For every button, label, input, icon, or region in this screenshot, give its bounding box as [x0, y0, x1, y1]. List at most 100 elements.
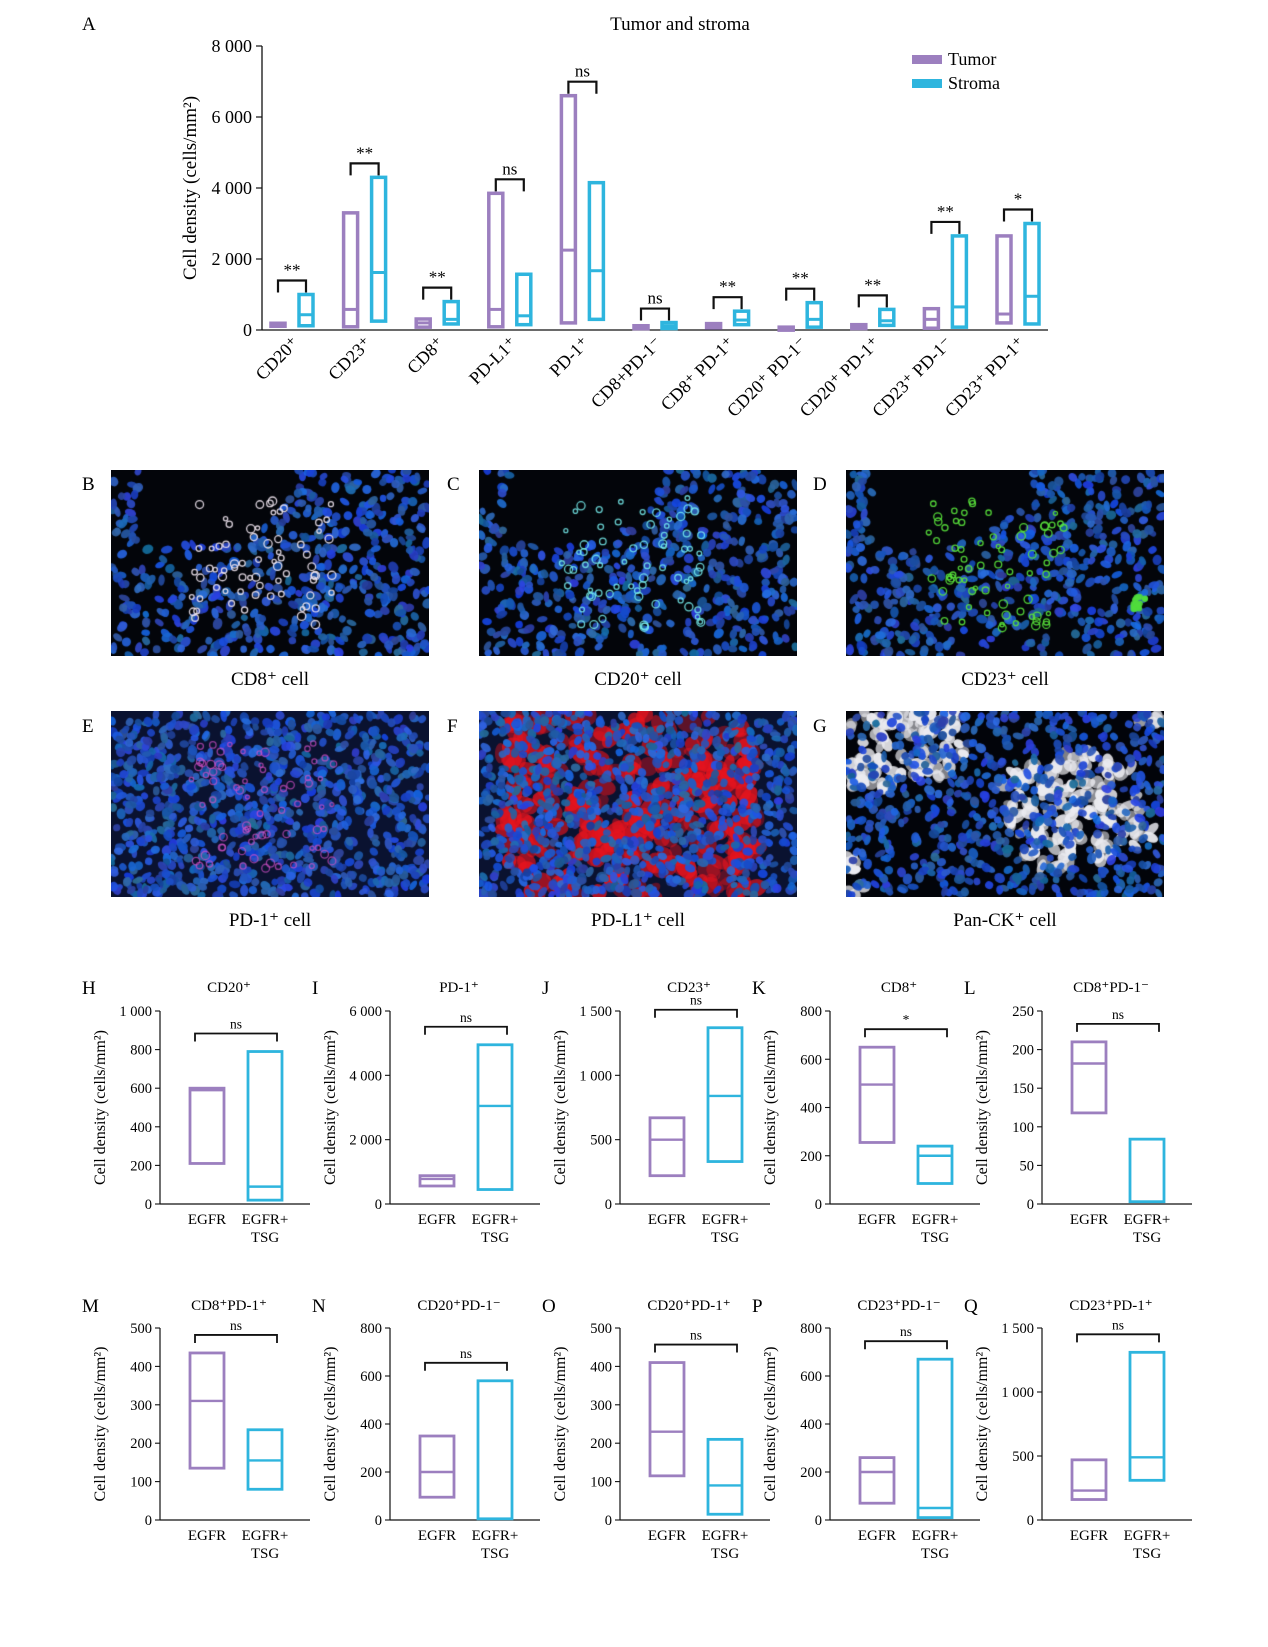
y-tick-label: 500 [1012, 1449, 1034, 1465]
y-tick-label: 600 [130, 1081, 152, 1097]
y-tick-label: 1 000 [1001, 1385, 1034, 1401]
y-tick-label: 500 [130, 1321, 152, 1337]
panel-q-chart: Q CD23⁺PD-1⁺ 0 500 1 000 1 500 Cell density (c… [964, 1296, 1192, 1562]
y-tick-label: 100 [590, 1475, 612, 1491]
box-egfr [1070, 1040, 1108, 1115]
x-tick-label-cd8: CD8⁺ [403, 333, 448, 378]
x-tick-label-line: TSG [251, 1546, 280, 1562]
box-egfr [858, 1456, 896, 1505]
y-tick-label: 500 [590, 1133, 612, 1149]
x-tick-label-line: TSG [481, 1546, 510, 1562]
panel-letter-m: M [82, 1296, 99, 1317]
y-tick-label: 300 [590, 1398, 612, 1414]
significance-bracket [654, 1008, 738, 1018]
panel-p-chart: P CD23⁺PD-1⁻ 0 200 400 600 800 Cell density (ce… [752, 1296, 980, 1562]
box-stroma-pd-l1 [515, 272, 533, 327]
x-tick-label-egfr-tsg: EGFR+ TSG [702, 1528, 749, 1562]
micrograph-e [111, 711, 429, 897]
x-tick-label-egfr: EGFR [418, 1528, 456, 1544]
box-egfr-tsg [1128, 1137, 1166, 1204]
x-tick-label-line: TSG [251, 1230, 280, 1246]
x-tick-label-line: EGFR+ [472, 1528, 519, 1544]
panel-o-chart: O CD20⁺PD-1⁺ 0 100 200 300 400 500 Cell density … [542, 1296, 770, 1562]
x-tick-label-egfr: EGFR [648, 1528, 686, 1544]
chart-title: PD-1⁺ [439, 980, 479, 996]
box-egfr [648, 1116, 686, 1178]
panel-letter-f: F [447, 716, 458, 737]
y-tick-label: 400 [590, 1359, 612, 1375]
y-tick-label: 200 [130, 1158, 152, 1174]
box-stroma-pd-1 [587, 180, 606, 322]
chart-title: CD20⁺PD-1⁺ [647, 1298, 730, 1314]
y-tick-label: 8 000 [212, 36, 253, 56]
box-egfr [188, 1351, 226, 1470]
significance-label: ns [1112, 1317, 1124, 1332]
y-tick-label: 6 000 [349, 1004, 382, 1020]
y-axis-title: Cell density (cells/mm²) [92, 1030, 109, 1185]
box-egfr [418, 1434, 456, 1499]
significance-label: ns [502, 159, 517, 178]
significance-label: ns [460, 1010, 472, 1025]
x-tick-label-line: EGFR [858, 1528, 896, 1544]
y-tick-label: 300 [130, 1398, 152, 1414]
y-tick-label: 200 [800, 1465, 822, 1481]
legend-label-tumor: Tumor [948, 49, 996, 69]
panel-a-plot: 0 2 000 4 000 6 000 8 000 Cell density (cells… [180, 36, 1048, 421]
y-axis-title: Cell density (cells/mm²) [92, 1347, 109, 1502]
chart-title: CD8⁺PD-1⁻ [1073, 980, 1149, 996]
y-axis-title: Cell density (cells/mm²) [552, 1347, 569, 1502]
box-stroma-cd23-pd-1 [1023, 221, 1041, 326]
y-tick-label: 600 [360, 1369, 382, 1385]
micrograph-canvas [846, 470, 1164, 656]
y-axis-title: Cell density (cells/mm²) [974, 1030, 991, 1185]
chart-title: CD23⁺PD-1⁺ [1069, 1298, 1152, 1314]
micrograph-canvas [111, 711, 429, 897]
y-tick-label: 800 [360, 1321, 382, 1337]
panel-letter-d: D [813, 474, 827, 495]
box-egfr-tsg [916, 1357, 954, 1519]
x-tick-label-line: EGFR [648, 1212, 686, 1228]
box-tumor-pd-l1 [487, 191, 505, 329]
x-tick-label-line: EGFR [858, 1212, 896, 1228]
panel-letter-p: P [752, 1296, 763, 1317]
y-axis-title: Cell density (cells/mm²) [762, 1347, 779, 1502]
x-tick-label-egfr: EGFR [188, 1212, 226, 1228]
significance-label: ns [690, 1328, 702, 1343]
micrograph-canvas [111, 470, 429, 656]
significance-bracket [930, 220, 961, 234]
x-tick-label-line: EGFR [418, 1528, 456, 1544]
y-tick-label: 600 [800, 1369, 822, 1385]
x-tick-label-egfr: EGFR [1070, 1528, 1108, 1544]
x-tick-label-line: EGFR+ [242, 1212, 289, 1228]
box-egfr-tsg [476, 1379, 514, 1521]
y-tick-label: 100 [1012, 1120, 1034, 1136]
y-tick-label: 500 [590, 1321, 612, 1337]
box-egfr [418, 1174, 456, 1188]
box-tumor-cd23-pd-1 [995, 234, 1013, 325]
micrograph-c [479, 470, 797, 656]
y-axis-title: Cell density (cells/mm²) [762, 1030, 779, 1185]
panel-letter-c: C [447, 474, 460, 495]
panel-letter-g: G [813, 716, 827, 737]
x-tick-label-cd23: CD23⁺ [324, 333, 375, 384]
y-axis-title: Cell density (cells/mm²) [180, 96, 201, 280]
micrograph-g [846, 711, 1164, 897]
y-tick-label: 1 000 [119, 1004, 152, 1020]
panel-n-chart: N CD20⁺PD-1⁻ 0 200 400 600 800 Cell density (ce… [312, 1296, 540, 1562]
significance-bracket [424, 1025, 508, 1035]
y-tick-label: 200 [590, 1436, 612, 1452]
y-tick-label: 1 500 [1001, 1321, 1034, 1337]
panel-letter-q: Q [964, 1296, 978, 1317]
significance-label: ns [460, 1346, 472, 1361]
x-tick-label-egfr: EGFR [648, 1212, 686, 1228]
box-stroma-cd20-pd-1 [878, 307, 896, 328]
legend-swatch-stroma [912, 79, 942, 88]
significance-bracket [1002, 208, 1034, 222]
significance-bracket [864, 1340, 948, 1350]
significance-label: * [1014, 190, 1023, 209]
legend-label-stroma: Stroma [948, 73, 1000, 93]
x-tick-label-line: EGFR [188, 1528, 226, 1544]
x-tick-label-egfr-tsg: EGFR+ TSG [472, 1212, 519, 1246]
x-tick-label-cd8-pd-1: CD8+PD-1⁻ [587, 333, 666, 412]
